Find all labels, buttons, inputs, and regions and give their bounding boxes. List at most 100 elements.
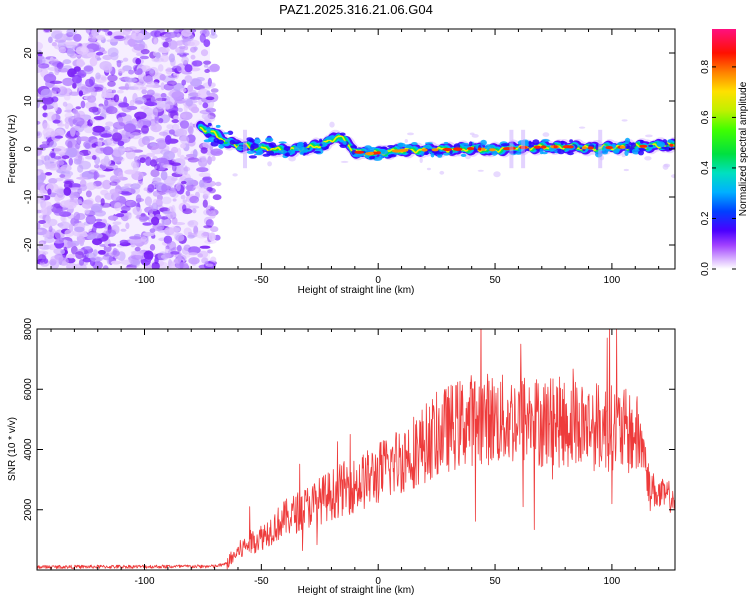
noise-blob (114, 202, 122, 211)
snr-panel: -100 -50 0 50 100 2000 4000 6000 8000 Height of… (7, 317, 676, 596)
noise-blob (188, 220, 195, 226)
snr-plot-area (37, 329, 675, 570)
noise-blob (102, 64, 113, 73)
noise-blob (65, 201, 77, 210)
noise-blob (207, 155, 213, 165)
noise-blob (96, 57, 102, 61)
ridge-blob (624, 146, 633, 149)
noise-blob (135, 194, 142, 204)
noise-blob (92, 125, 105, 133)
ridge-blob (557, 149, 565, 155)
ridge-blob (248, 138, 255, 143)
ridge-blob (617, 142, 623, 146)
noise-blob (129, 238, 143, 244)
spectrogram-ylabel: Frequency (Hz) (7, 115, 18, 184)
noise-blob (46, 111, 57, 122)
spectrogram-xtick-label-4: 100 (604, 275, 621, 286)
noise-blob (187, 220, 199, 228)
noise-blob (200, 147, 208, 154)
noise-blob (57, 123, 65, 127)
ridge-hotspot (619, 145, 626, 149)
noise-blob (150, 30, 162, 38)
noise-blob (37, 159, 45, 166)
noise-blob (158, 118, 164, 124)
snr-xtick-label-3: 50 (489, 576, 501, 587)
noise-blob (177, 107, 183, 113)
ridge-blob (624, 150, 629, 157)
noise-blob (145, 84, 154, 88)
ridge-blob (262, 153, 271, 157)
noise-blob (93, 222, 106, 229)
noise-blob (205, 107, 217, 113)
noise-blob (200, 49, 209, 57)
ridge-blob (369, 147, 377, 149)
noise-blob (215, 181, 222, 187)
noise-blob (51, 86, 58, 92)
noise-blob (139, 215, 150, 221)
noise-blob (86, 235, 95, 240)
noise-blob (92, 155, 97, 160)
noise-blob (340, 160, 349, 163)
noise-blob (140, 236, 147, 242)
noise-blob (210, 88, 219, 93)
ridge-blob (353, 153, 363, 158)
noise-blob (183, 103, 188, 113)
ridge-hotspot (376, 151, 381, 155)
noise-blob (76, 58, 85, 68)
noise-blob (37, 132, 41, 136)
noise-blob (141, 125, 149, 134)
ridge-hotspot (442, 147, 452, 152)
noise-blob (64, 112, 73, 119)
noise-blob (104, 99, 109, 107)
ridge-hotspot (567, 145, 574, 149)
noise-blob (131, 32, 145, 41)
noise-blob (154, 81, 159, 86)
noise-blob (97, 105, 104, 112)
ridge-blob (325, 136, 333, 141)
noise-blob (157, 251, 169, 261)
noise-blob (203, 225, 213, 229)
ridge-blob (569, 139, 573, 143)
noise-blob (164, 31, 178, 39)
noise-blob (113, 157, 122, 163)
noise-blob (58, 221, 71, 230)
noise-blob (112, 121, 126, 130)
noise-blob (163, 164, 173, 169)
ridge-blob (638, 150, 644, 156)
ridge-blob (299, 151, 304, 155)
noise-blob (49, 80, 63, 85)
noise-blob (37, 222, 41, 230)
noise-blob (160, 54, 170, 63)
noise-blob (426, 167, 431, 171)
noise-blob (141, 88, 147, 95)
spectrogram-ytick-label-4: 20 (23, 47, 34, 59)
noise-blob (205, 263, 214, 267)
noise-blob (185, 98, 193, 107)
noise-blob (80, 100, 86, 109)
noise-blob (107, 215, 119, 221)
noise-blob (209, 63, 220, 72)
noise-blob (87, 146, 101, 157)
noise-blob (162, 210, 172, 214)
noise-blob (134, 156, 139, 163)
noise-blob (203, 190, 211, 196)
noise-blob (119, 239, 129, 245)
ridge-blob (515, 152, 522, 155)
noise-blob (72, 82, 77, 89)
noise-blob (165, 37, 173, 42)
colorbar-tick-label-3: 0.6 (700, 110, 711, 124)
noise-blob (201, 112, 211, 120)
noise-blob (184, 75, 193, 83)
noise-blob (120, 205, 131, 212)
ridge-streak-1 (509, 129, 514, 169)
noise-blob (131, 118, 137, 124)
spectrogram-xtick-label-3: 50 (489, 275, 501, 286)
noise-blob (51, 42, 58, 47)
noise-blob (166, 80, 177, 86)
noise-blob (42, 127, 56, 138)
noise-blob (88, 106, 99, 113)
noise-blob (329, 121, 335, 128)
noise-blob (197, 88, 210, 99)
colorbar-label: Normalized spectral amplitude (738, 81, 749, 216)
